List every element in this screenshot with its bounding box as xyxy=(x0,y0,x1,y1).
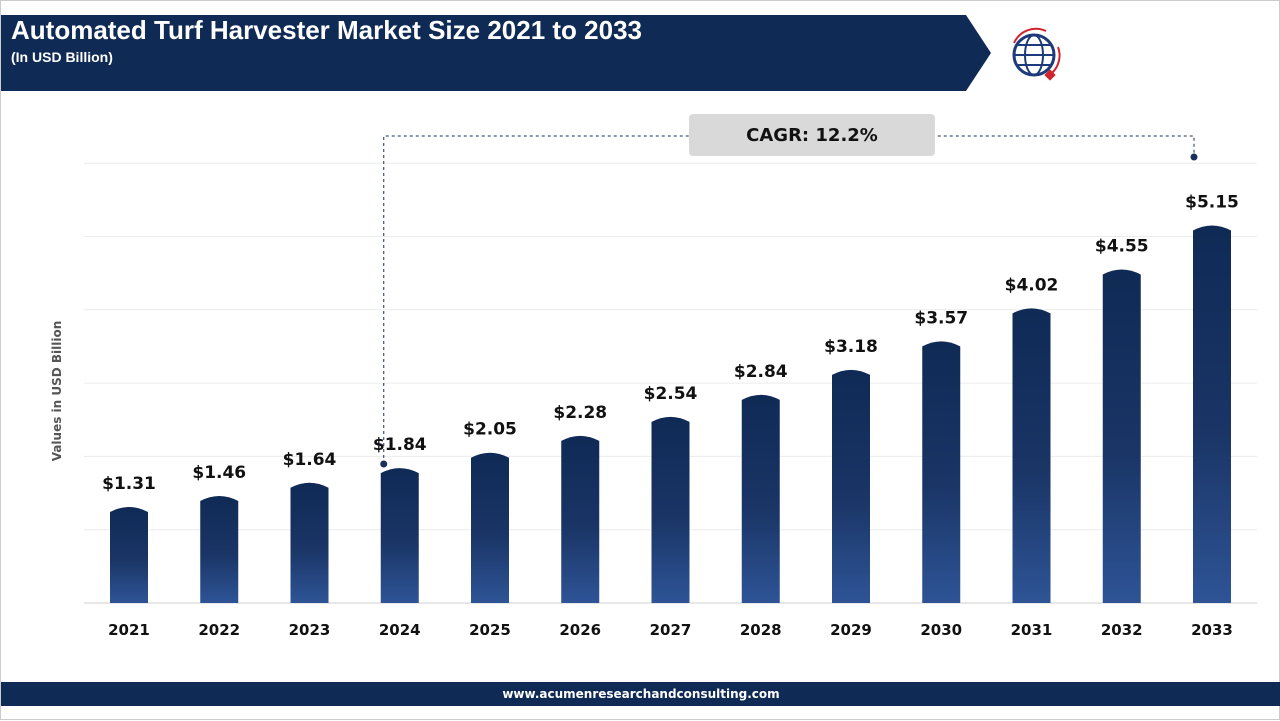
data-label: $4.02 xyxy=(1005,275,1059,295)
data-label: $1.84 xyxy=(373,435,427,455)
cagr-start-dot xyxy=(380,460,388,468)
bar-2031 xyxy=(1012,308,1051,603)
x-tick-label: 2029 xyxy=(830,621,872,639)
cagr-badge: CAGR: 12.2% xyxy=(689,114,935,156)
data-label: $3.18 xyxy=(824,337,878,357)
bar-2023 xyxy=(290,482,329,603)
bar-2022 xyxy=(200,495,239,603)
x-tick-label: 2027 xyxy=(650,621,692,639)
cagr-end-dot xyxy=(1190,153,1198,161)
x-tick-label: 2030 xyxy=(920,621,962,639)
x-tick-label: 2022 xyxy=(198,621,240,639)
bar-2033 xyxy=(1193,225,1231,603)
data-label: $2.28 xyxy=(553,403,607,423)
data-label: $4.55 xyxy=(1095,236,1149,256)
x-tick-label: 2033 xyxy=(1191,621,1233,639)
x-tick-label: 2028 xyxy=(740,621,782,639)
bar-2024 xyxy=(380,468,419,603)
bar-2029 xyxy=(832,369,870,603)
x-tick-label: 2032 xyxy=(1101,621,1143,639)
x-tick-label: 2021 xyxy=(108,621,150,639)
bar-2032 xyxy=(1102,269,1141,603)
data-label: $2.84 xyxy=(734,362,788,382)
x-tick-label: 2026 xyxy=(559,621,601,639)
data-label: $1.46 xyxy=(192,463,246,483)
bar-2026 xyxy=(561,435,600,603)
bar-2027 xyxy=(651,416,690,603)
page-title: Automated Turf Harvester Market Size 202… xyxy=(11,15,642,45)
footer-url[interactable]: www.acumenresearchandconsulting.com xyxy=(1,682,1280,706)
globe-icon xyxy=(1012,27,1061,81)
x-tick-label: 2023 xyxy=(289,621,331,639)
page-subtitle: (In USD Billion) xyxy=(11,49,113,65)
x-tick-label: 2031 xyxy=(1011,621,1053,639)
bar-2028 xyxy=(741,394,780,603)
x-tick-label: 2025 xyxy=(469,621,511,639)
x-tick-label: 2024 xyxy=(379,621,421,639)
bar-2030 xyxy=(922,341,961,603)
data-label: $1.64 xyxy=(283,450,337,470)
data-label: $5.15 xyxy=(1185,193,1239,213)
data-label: $2.05 xyxy=(463,420,517,440)
y-axis-label: Values in USD Billion xyxy=(50,320,64,462)
bar-2021 xyxy=(110,506,148,603)
data-label: $3.57 xyxy=(914,308,968,328)
cagr-connector xyxy=(383,135,1195,464)
data-label: $1.31 xyxy=(102,474,156,494)
data-label: $2.54 xyxy=(644,384,698,404)
bar-2025 xyxy=(471,452,509,603)
acumen-logo xyxy=(1006,23,1266,87)
header-banner xyxy=(1,15,991,91)
